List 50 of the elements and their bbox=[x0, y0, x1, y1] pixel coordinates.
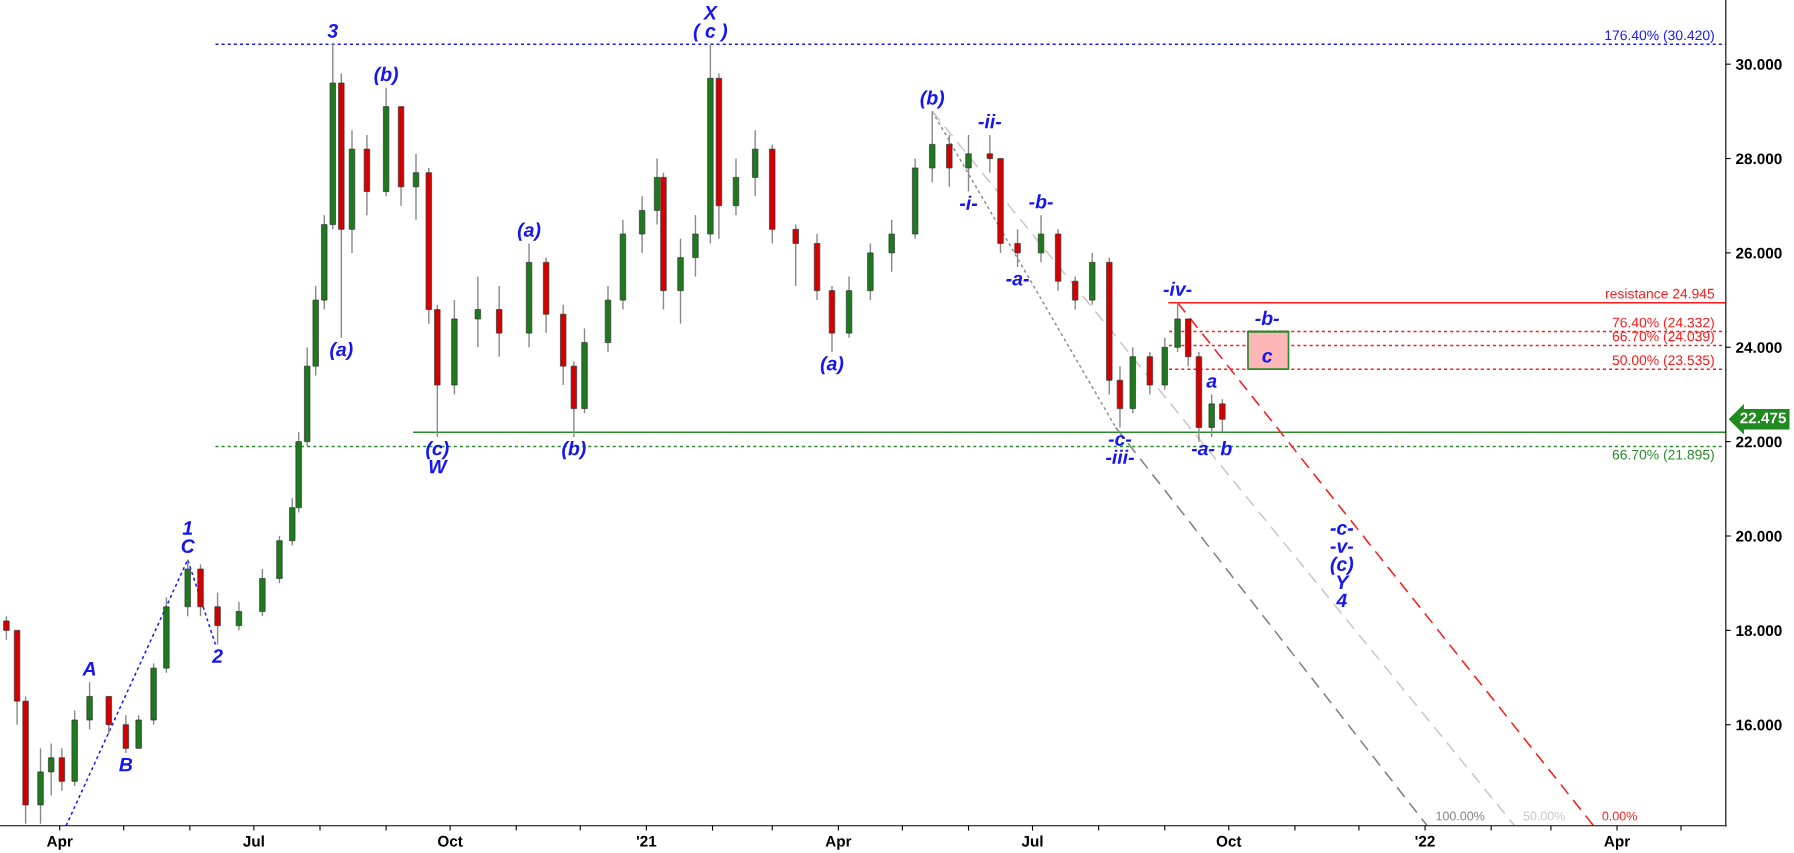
x-tick-label: Jul bbox=[1021, 835, 1043, 847]
series-label: 100.00% bbox=[1436, 811, 1485, 821]
annotation: (b) bbox=[920, 90, 945, 109]
y-tick-label: 18.000 bbox=[1736, 625, 1782, 637]
annotation: 2 bbox=[211, 649, 223, 663]
series-label: 66.70% (24.039) bbox=[1612, 331, 1714, 345]
annotation: -i- bbox=[959, 195, 978, 210]
annotation: A bbox=[82, 662, 96, 676]
y-tick-label: 16.000 bbox=[1736, 719, 1782, 731]
annotation: (a) bbox=[330, 342, 353, 361]
annotation: X ( c ) bbox=[693, 6, 728, 42]
y-tick-label: 26.000 bbox=[1736, 247, 1782, 259]
annotation: -ii- bbox=[978, 114, 1002, 129]
series-label: resistance 24.945 bbox=[1606, 288, 1715, 299]
y-tick-label: 22.000 bbox=[1736, 436, 1782, 448]
annotation: (a) bbox=[820, 356, 844, 375]
x-tick-label: Apr bbox=[46, 835, 73, 850]
y-tick-label: 28.000 bbox=[1736, 153, 1782, 165]
annotation: (c) W bbox=[426, 441, 449, 474]
annotation: (a) bbox=[517, 222, 541, 241]
annotation: c bbox=[1262, 351, 1273, 363]
annotation: -c- -iii- bbox=[1105, 435, 1134, 464]
annotation: -a- b bbox=[1191, 441, 1232, 456]
y-tick-label: 20.000 bbox=[1736, 530, 1782, 542]
annotation: a bbox=[1206, 377, 1217, 388]
annotation: B bbox=[119, 757, 133, 772]
series-label: 50.00% (23.535) bbox=[1612, 354, 1714, 368]
x-tick-label: Oct bbox=[1216, 835, 1242, 847]
text: 22.475 bbox=[1740, 412, 1787, 424]
x-tick-label: Apr bbox=[825, 835, 852, 850]
annotation: -iv- bbox=[1163, 281, 1192, 296]
x-tick-label: '21 bbox=[636, 835, 657, 847]
y-tick-label: 24.000 bbox=[1736, 342, 1782, 353]
x-tick-label: '22 bbox=[1415, 835, 1435, 847]
y-tick-label: 30.000 bbox=[1735, 59, 1782, 70]
annotation: 3 bbox=[327, 23, 338, 38]
x-tick-label: Apr bbox=[1604, 835, 1630, 850]
annotation: -b- bbox=[1029, 194, 1053, 209]
series-label: 0.00% bbox=[1602, 811, 1637, 821]
x-tick-label: Jul bbox=[243, 835, 264, 847]
annotation: (b) bbox=[562, 441, 586, 460]
annotation: -b- bbox=[1255, 310, 1280, 326]
annotation: -a- bbox=[1006, 274, 1029, 286]
series-label: 176.40% (30.420) bbox=[1605, 30, 1714, 43]
series-label: 66.70% (21.895) bbox=[1612, 449, 1714, 463]
series-label: 76.40% (24.332) bbox=[1612, 317, 1714, 331]
x-tick-label: Oct bbox=[438, 835, 463, 847]
annotation: 1 C bbox=[181, 521, 195, 553]
annotation: -c- -v- (c) Y 4 bbox=[1330, 524, 1354, 608]
annotation: (b) bbox=[374, 66, 398, 85]
